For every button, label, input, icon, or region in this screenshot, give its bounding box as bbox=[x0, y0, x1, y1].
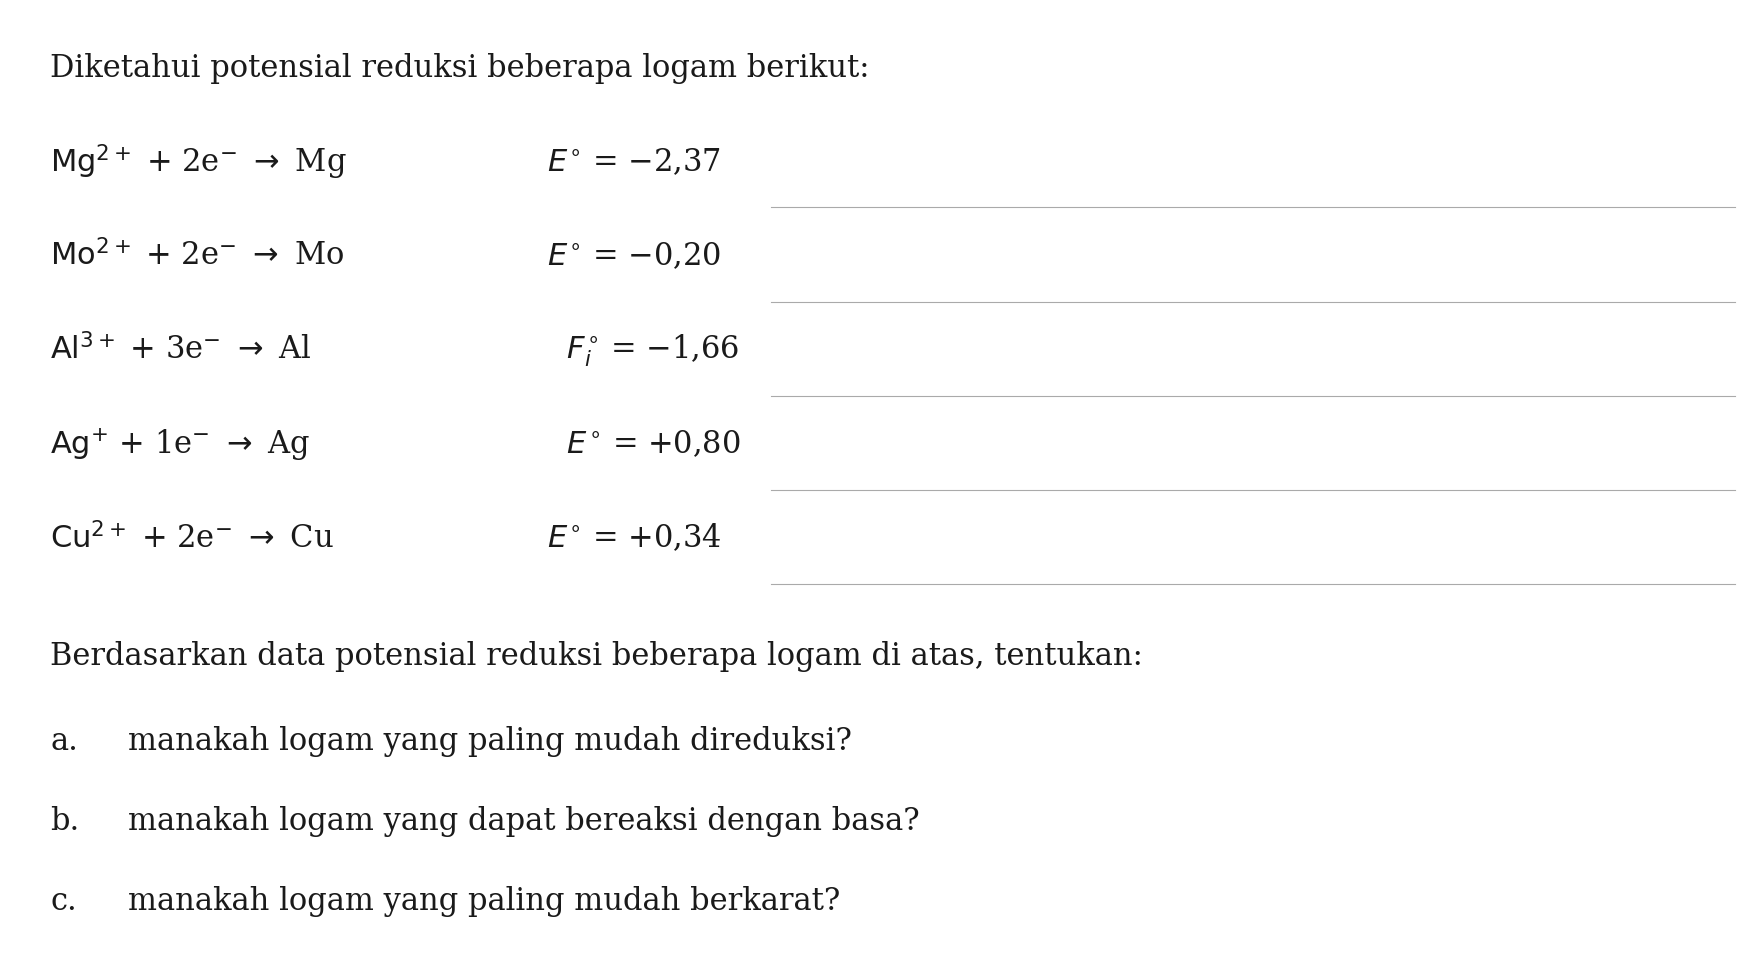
Text: manakah logam yang paling mudah berkarat?: manakah logam yang paling mudah berkarat… bbox=[89, 885, 840, 917]
Text: $\mathrm{Al}^{3+}$ + 3e$^{-}$ $\rightarrow$ Al: $\mathrm{Al}^{3+}$ + 3e$^{-}$ $\rightarr… bbox=[51, 334, 312, 367]
Text: Diketahui potensial reduksi beberapa logam berikut:: Diketahui potensial reduksi beberapa log… bbox=[51, 53, 870, 84]
Text: manakah logam yang paling mudah direduksi?: manakah logam yang paling mudah direduks… bbox=[89, 726, 851, 756]
Text: $\mathrm{Mg}^{2+}$ + 2e$^{-}$ $\rightarrow$ Mg: $\mathrm{Mg}^{2+}$ + 2e$^{-}$ $\rightarr… bbox=[51, 142, 347, 182]
Text: $\mathrm{Cu}^{2+}$ + 2e$^{-}$ $\rightarrow$ Cu: $\mathrm{Cu}^{2+}$ + 2e$^{-}$ $\rightarr… bbox=[51, 522, 334, 555]
Text: $E^{\circ}$ = $-$0,20: $E^{\circ}$ = $-$0,20 bbox=[529, 241, 721, 272]
Text: a.: a. bbox=[51, 726, 79, 756]
Text: $F_{i}^{\circ}$ = $-$1,66: $F_{i}^{\circ}$ = $-$1,66 bbox=[529, 332, 739, 369]
Text: $E^{\circ}$ = +0,80: $E^{\circ}$ = +0,80 bbox=[529, 429, 741, 460]
Text: manakah logam yang dapat bereaksi dengan basa?: manakah logam yang dapat bereaksi dengan… bbox=[89, 805, 919, 837]
Text: $\mathrm{Ag}^{+}$ + 1e$^{-}$ $\rightarrow$ Ag: $\mathrm{Ag}^{+}$ + 1e$^{-}$ $\rightarro… bbox=[51, 427, 310, 462]
Text: b.: b. bbox=[51, 805, 79, 837]
Text: $E^{\circ}$ = +0,34: $E^{\circ}$ = +0,34 bbox=[529, 522, 721, 555]
Text: Berdasarkan data potensial reduksi beberapa logam di atas, tentukan:: Berdasarkan data potensial reduksi beber… bbox=[51, 641, 1143, 671]
Text: $\mathrm{Mo}^{2+}$ + 2e$^{-}$ $\rightarrow$ Mo: $\mathrm{Mo}^{2+}$ + 2e$^{-}$ $\rightarr… bbox=[51, 240, 345, 272]
Text: c.: c. bbox=[51, 885, 77, 917]
Text: $E^{\circ}$ = $-$2,37: $E^{\circ}$ = $-$2,37 bbox=[529, 147, 721, 178]
